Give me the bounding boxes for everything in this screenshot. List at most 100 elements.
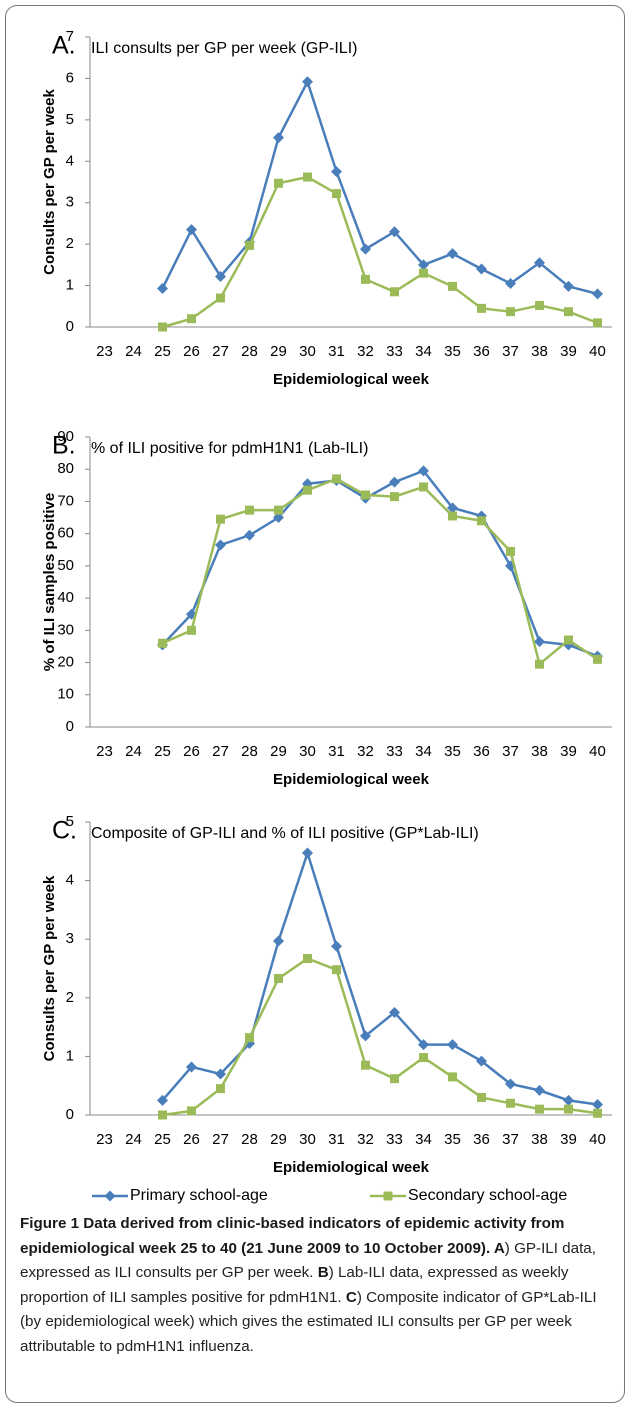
x-tick-label: 29 (270, 343, 287, 360)
series-line (161, 78, 598, 296)
marker (506, 546, 515, 556)
x-tick-label: 34 (415, 1131, 432, 1148)
marker (535, 1104, 544, 1114)
marker (273, 935, 284, 947)
marker (563, 1094, 574, 1106)
legend-label: Primary school-age (130, 1187, 268, 1204)
marker (534, 636, 545, 648)
x-tick-label: 27 (212, 743, 229, 760)
marker (303, 172, 312, 182)
marker (564, 635, 573, 645)
marker (216, 1084, 225, 1094)
y-tick-label: 5 (66, 813, 74, 830)
series-line (162, 957, 598, 1117)
x-tick-label: 35 (444, 1131, 461, 1148)
x-tick-label: 26 (183, 1131, 200, 1148)
x-tick-label: 23 (96, 343, 113, 360)
x-tick-label: 40 (589, 343, 606, 360)
marker (448, 511, 457, 521)
y-tick-label: 60 (57, 525, 74, 542)
x-tick-label: 30 (299, 343, 316, 360)
marker (187, 625, 196, 635)
series-line (161, 477, 599, 667)
x-tick-label: 40 (589, 743, 606, 760)
marker (157, 282, 168, 294)
marker (245, 505, 254, 515)
chart-title: % of ILI positive for pdmH1N1 (Lab-ILI) (91, 440, 368, 457)
marker (477, 516, 486, 526)
marker (216, 293, 225, 303)
marker (274, 505, 283, 515)
marker (274, 973, 283, 983)
x-tick-label: 35 (444, 343, 461, 360)
marker (535, 659, 544, 669)
x-tick-label: 25 (154, 343, 171, 360)
y-tick-label: 1 (66, 1047, 74, 1064)
x-tick-label: 39 (560, 743, 577, 760)
x-tick-label: 37 (502, 1131, 519, 1148)
x-tick-label: 34 (415, 743, 432, 760)
marker (418, 465, 429, 477)
x-tick-label: 39 (560, 343, 577, 360)
y-tick-label: 4 (66, 872, 74, 889)
y-tick-label: 1 (66, 277, 74, 294)
marker (361, 1060, 370, 1070)
figure: A. ILI consults per GP per week (GP-ILI) 0… (41, 28, 612, 1204)
marker (390, 287, 399, 297)
caption-run: ) Lab-ILI data, expressed as weekly prop… (20, 1264, 569, 1306)
marker (245, 1033, 254, 1043)
marker (476, 1055, 487, 1067)
x-tick-label: 36 (473, 343, 490, 360)
x-tick-label: 24 (125, 343, 142, 360)
x-tick-label: 25 (154, 1131, 171, 1148)
marker (332, 965, 341, 975)
y-tick-label: 90 (57, 428, 74, 445)
marker (419, 482, 428, 492)
figure-frame (5, 5, 625, 1403)
marker (390, 1074, 399, 1084)
marker (104, 1190, 116, 1202)
caption-run: ) Composite indicator of GP*Lab-ILI (by … (20, 1288, 597, 1355)
marker (274, 178, 283, 188)
marker (389, 476, 400, 488)
marker (563, 280, 574, 292)
marker (383, 1191, 393, 1201)
y-tick-label: 0 (66, 718, 74, 735)
x-tick-label: 24 (125, 743, 142, 760)
marker (564, 1104, 573, 1114)
marker (158, 638, 167, 648)
marker (187, 1106, 196, 1116)
x-tick-label: 30 (299, 743, 316, 760)
marker (157, 1094, 168, 1106)
marker (448, 1072, 457, 1082)
x-axis-label: Epidemiological week (273, 771, 430, 788)
x-tick-label: 37 (502, 743, 519, 760)
y-tick-label: 0 (66, 1106, 74, 1123)
chart-title: ILI consults per GP per week (GP-ILI) (91, 40, 357, 57)
marker (389, 1006, 400, 1018)
marker (593, 1108, 602, 1118)
x-tick-label: 31 (328, 743, 345, 760)
x-tick-label: 39 (560, 1131, 577, 1148)
marker (506, 1098, 515, 1108)
y-tick-label: 30 (57, 621, 74, 638)
marker (477, 1092, 486, 1102)
caption: Figure 1 Data derived from clinic-based … (20, 1212, 618, 1360)
marker (215, 539, 226, 551)
x-tick-label: 36 (473, 1131, 490, 1148)
x-axis-label: Epidemiological week (273, 371, 430, 388)
y-tick-label: 7 (66, 28, 74, 45)
marker (360, 243, 371, 255)
marker (505, 278, 516, 289)
x-tick-label: 32 (357, 343, 374, 360)
x-tick-label: 28 (241, 1131, 258, 1148)
x-tick-label: 28 (241, 343, 258, 360)
marker (418, 1039, 429, 1051)
y-tick-label: 5 (66, 111, 74, 128)
x-tick-label: 29 (270, 743, 287, 760)
y-tick-label: 80 (57, 460, 74, 477)
marker (506, 307, 515, 317)
marker (331, 166, 342, 178)
x-tick-label: 33 (386, 743, 403, 760)
marker (535, 300, 544, 310)
